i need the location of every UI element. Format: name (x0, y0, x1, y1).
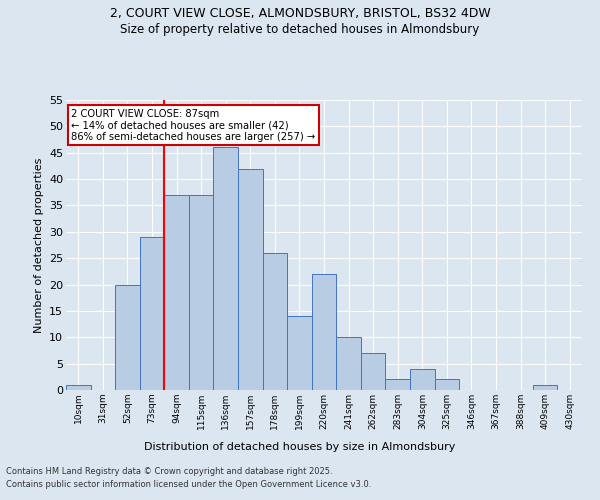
Text: Distribution of detached houses by size in Almondsbury: Distribution of detached houses by size … (145, 442, 455, 452)
Bar (214, 148, 238, 390)
Bar (410, 369, 434, 390)
Bar (66, 384, 91, 390)
Bar (115, 284, 140, 390)
Bar (164, 195, 189, 390)
Bar (533, 384, 557, 390)
Bar (287, 316, 312, 390)
Bar (434, 380, 459, 390)
Bar (263, 253, 287, 390)
Text: 2 COURT VIEW CLOSE: 87sqm
← 14% of detached houses are smaller (42)
86% of semi-: 2 COURT VIEW CLOSE: 87sqm ← 14% of detac… (71, 108, 316, 142)
Bar (361, 353, 385, 390)
Bar (336, 338, 361, 390)
Text: 2, COURT VIEW CLOSE, ALMONDSBURY, BRISTOL, BS32 4DW: 2, COURT VIEW CLOSE, ALMONDSBURY, BRISTO… (110, 8, 490, 20)
Bar (238, 168, 263, 390)
Bar (140, 237, 164, 390)
Text: Contains public sector information licensed under the Open Government Licence v3: Contains public sector information licen… (6, 480, 371, 489)
Bar (312, 274, 336, 390)
Bar (385, 380, 410, 390)
Bar (189, 195, 214, 390)
Text: Contains HM Land Registry data © Crown copyright and database right 2025.: Contains HM Land Registry data © Crown c… (6, 468, 332, 476)
Text: Size of property relative to detached houses in Almondsbury: Size of property relative to detached ho… (121, 22, 479, 36)
Y-axis label: Number of detached properties: Number of detached properties (34, 158, 44, 332)
